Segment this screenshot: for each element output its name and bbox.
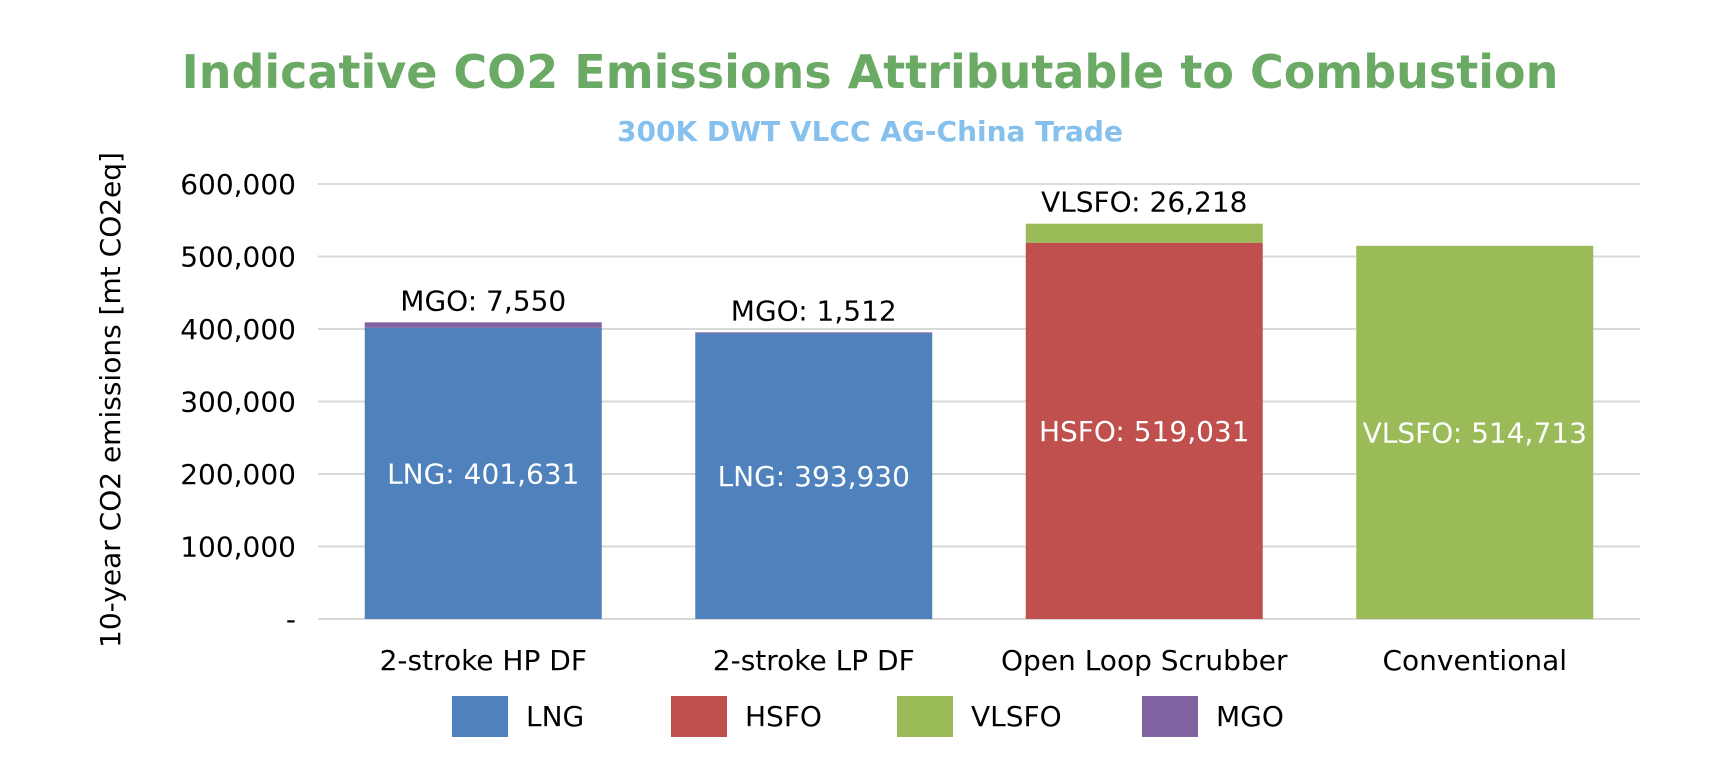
y-tick-label: 300,000: [180, 386, 296, 419]
data-label: MGO: 7,550: [400, 284, 566, 317]
bar-vlsfo: [1025, 223, 1263, 243]
data-label: MGO: 1,512: [731, 294, 897, 327]
x-tick-label: Conventional: [1382, 644, 1567, 677]
data-label: LNG: 393,930: [718, 460, 910, 493]
y-tick-label: -: [286, 603, 296, 636]
legend-label: LNG: [526, 700, 584, 733]
bar-mgo: [364, 322, 602, 328]
chart-subtitle: 300K DWT VLCC AG-China Trade: [617, 115, 1123, 148]
bar-lng: [695, 333, 933, 619]
legend-swatch: [897, 696, 953, 737]
y-tick-label: 200,000: [180, 458, 296, 491]
bar-vlsfo: [1356, 245, 1594, 619]
legend-label: HSFO: [745, 700, 822, 733]
data-label: VLSFO: 26,218: [1041, 186, 1248, 219]
legend-swatch: [452, 696, 508, 737]
y-axis-label: 10-year CO2 emissions [mt CO2eq]: [94, 152, 127, 648]
data-label: LNG: 401,631: [387, 457, 579, 490]
legend-item-lng: LNG: [452, 696, 584, 737]
legend-label: VLSFO: [971, 700, 1062, 733]
y-tick-label: 100,000: [180, 531, 296, 564]
x-tick-label: Open Loop Scrubber: [1001, 644, 1288, 677]
y-tick-label: 600,000: [180, 168, 296, 201]
y-tick-label: 400,000: [180, 313, 296, 346]
legend-label: MGO: [1216, 700, 1284, 733]
y-tick-label: 500,000: [180, 241, 296, 274]
chart-title: Indicative CO2 Emissions Attributable to…: [182, 45, 1559, 99]
bar-lng: [364, 327, 602, 619]
data-label: VLSFO: 514,713: [1363, 416, 1587, 449]
legend-item-vlsfo: VLSFO: [897, 696, 1062, 737]
legend-item-hsfo: HSFO: [671, 696, 822, 737]
legend-swatch: [1142, 696, 1198, 737]
bar-mgo: [695, 332, 933, 334]
x-tick-label: 2-stroke LP DF: [713, 644, 915, 677]
legend-swatch: [671, 696, 727, 737]
bar-hsfo: [1025, 242, 1263, 620]
legend-item-mgo: MGO: [1142, 696, 1284, 737]
data-label: HSFO: 519,031: [1039, 415, 1250, 448]
x-tick-label: 2-stroke HP DF: [380, 644, 587, 677]
